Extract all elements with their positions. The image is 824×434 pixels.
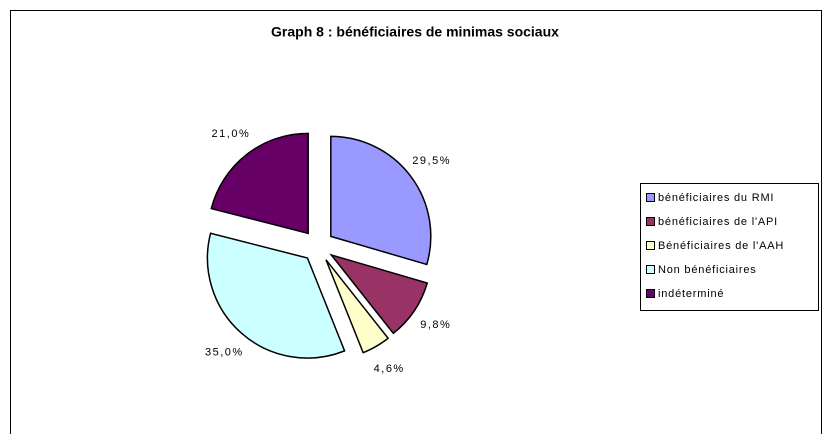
slice-label: 35,0% [205,347,244,359]
legend-label: bénéficiaires du RMI [658,192,774,204]
legend-swatch [646,217,655,226]
legend-swatch [646,265,655,274]
legend-swatch [646,193,655,202]
pie-slice [210,132,309,235]
pie-slice [325,259,390,354]
slice-label: 29,5% [412,155,451,167]
chart-title: Graph 8 : bénéficiaires de minimas socia… [271,24,559,40]
slice-label: 4,6% [374,363,405,375]
legend-swatch [646,289,655,298]
legend-label: Non bénéficiaires [658,264,757,276]
legend-label: bénéficiaires de l'API [658,216,778,228]
slice-label: 9,8% [420,319,451,331]
slice-label: 21,0% [212,128,251,140]
pie-slice [206,232,346,359]
legend-box [640,183,819,311]
legend-label: Bénéficiaires de l'AAH [658,240,784,252]
legend-label: indéterminé [658,288,724,300]
legend-swatch [646,241,655,250]
pie-slice [329,253,429,335]
pie-slice [330,135,432,266]
